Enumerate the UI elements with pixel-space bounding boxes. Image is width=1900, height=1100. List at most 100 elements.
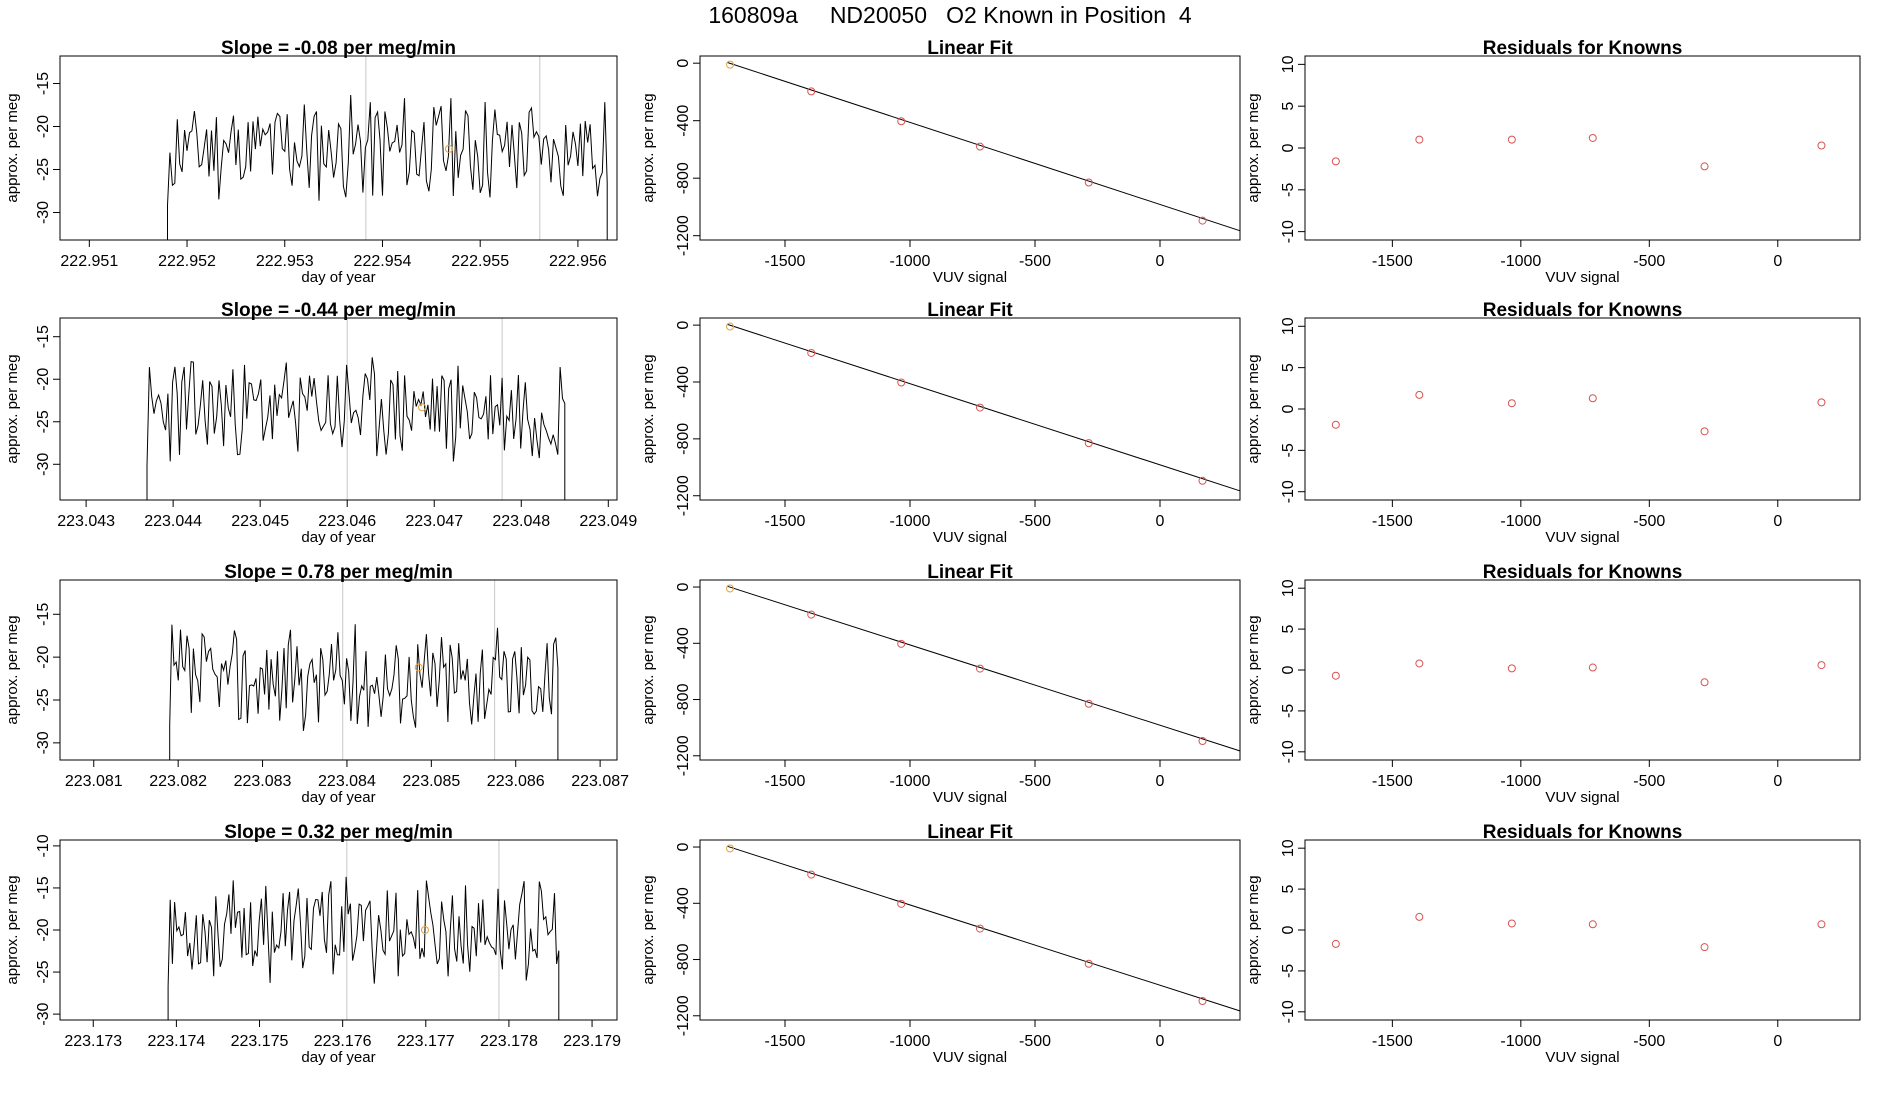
x-tick-label: 223.048 xyxy=(492,513,550,530)
residual-point xyxy=(1817,920,1826,929)
chart-residuals-row-3: Residuals for Knowns -1500 -1000 -500 0 VUV s… xyxy=(1245,562,1861,806)
x-tick-label: 223.045 xyxy=(231,513,289,530)
known-point xyxy=(418,403,427,412)
chart-fit-row-4: Linear Fit -1500 -1000 -500 0 VUV signal 0 -400… xyxy=(640,822,1241,1066)
x-axis-label: VUV signal xyxy=(1545,1049,1619,1066)
chart-title: Slope = -0.08 per meg/min xyxy=(221,38,456,59)
residual-point xyxy=(1700,162,1709,171)
y-axis-label: approx. per meg xyxy=(640,93,657,202)
chart-title: Slope = 0.78 per meg/min xyxy=(224,562,453,583)
residual-point xyxy=(1415,135,1424,144)
known-point xyxy=(444,144,453,153)
y-axis-label: approx. per meg xyxy=(640,615,657,724)
x-axis-label: VUV signal xyxy=(1545,269,1619,286)
fit-point xyxy=(807,610,816,619)
x-tick-label: -1500 xyxy=(1372,773,1413,790)
plot-frame xyxy=(1304,839,1861,1021)
residual-point xyxy=(1588,133,1597,142)
x-tick-label: -1500 xyxy=(765,1033,806,1050)
plot-area xyxy=(726,60,1240,232)
plot-area xyxy=(1331,133,1826,171)
y-tick-label: -1200 xyxy=(675,995,692,1036)
residual-point xyxy=(1817,398,1826,407)
chart-fit-row-3: Linear Fit -1500 -1000 -500 0 VUV signal 0 -400… xyxy=(640,562,1241,806)
x-tick-label: 223.176 xyxy=(314,1033,372,1050)
y-tick-label: -800 xyxy=(675,683,692,715)
x-tick-label: 223.044 xyxy=(144,513,202,530)
y-tick-label: -15 xyxy=(35,876,52,899)
x-tick-label: 0 xyxy=(1156,1033,1165,1050)
chart-title: Residuals for Knowns xyxy=(1483,300,1683,321)
y-tick-label: -30 xyxy=(35,201,52,224)
y-tick-label: -1200 xyxy=(675,215,692,256)
known-point xyxy=(414,663,423,672)
residual-point xyxy=(1700,427,1709,436)
x-tick-label: -1000 xyxy=(1500,513,1541,530)
plot-area xyxy=(726,584,1240,752)
x-tick-label: 0 xyxy=(1773,773,1782,790)
y-axis-label: approx. per meg xyxy=(1245,875,1262,984)
chart-residuals-row-4: Residuals for Knowns -1500 -1000 -500 0 VUV s… xyxy=(1245,822,1861,1066)
y-tick-label: -25 xyxy=(35,158,52,181)
residual-point xyxy=(1507,399,1516,408)
fit-line xyxy=(727,845,1240,1012)
x-tick-label: -1000 xyxy=(1500,1033,1541,1050)
x-tick-label: 223.082 xyxy=(149,773,207,790)
y-tick-label: 0 xyxy=(1280,143,1297,152)
fit-point xyxy=(807,87,816,96)
fit-point xyxy=(807,870,816,879)
known-point xyxy=(420,926,429,934)
chart-title: Linear Fit xyxy=(927,38,1013,59)
fit-line xyxy=(727,61,1240,232)
chart-timeseries-row-1: Slope = -0.08 per meg/min 222.951 222.952 2… xyxy=(4,38,618,286)
y-tick-label: 0 xyxy=(675,321,692,330)
plot-area xyxy=(1331,390,1826,436)
y-tick-label: 10 xyxy=(1280,839,1297,857)
y-tick-label: 5 xyxy=(1280,102,1297,111)
chart-title: Residuals for Knowns xyxy=(1483,562,1683,583)
fit-point xyxy=(1084,178,1093,187)
residual-point xyxy=(1415,912,1424,921)
fit-point xyxy=(897,378,906,387)
x-tick-label: -500 xyxy=(1633,513,1665,530)
y-axis-label: approx. per meg xyxy=(640,875,657,984)
y-axis-label: approx. per meg xyxy=(640,354,657,463)
y-tick-label: -20 xyxy=(35,645,52,668)
y-tick-label: 5 xyxy=(1280,885,1297,894)
residual-point xyxy=(1331,939,1340,948)
fit-point xyxy=(726,844,734,853)
plot-area xyxy=(60,840,560,1020)
y-tick-label: -30 xyxy=(35,1002,52,1025)
x-tick-label: 222.951 xyxy=(60,253,118,270)
x-tick-label: 223.086 xyxy=(487,773,545,790)
chart-residuals-row-1: Residuals for Knowns -1500 -1000 -500 0 VUV s… xyxy=(1245,38,1861,286)
x-tick-label: 222.953 xyxy=(256,253,314,270)
residual-point xyxy=(1415,390,1424,399)
plot-frame xyxy=(1304,55,1861,241)
chart-title: Linear Fit xyxy=(927,300,1013,321)
chart-fit-row-2: Linear Fit -1500 -1000 -500 0 VUV signal 0 -400… xyxy=(640,300,1241,546)
fit-point xyxy=(726,584,734,593)
y-tick-label: 0 xyxy=(675,59,692,68)
x-tick-label: 0 xyxy=(1773,253,1782,270)
fit-point xyxy=(897,117,906,126)
y-axis-label: approx. per meg xyxy=(4,875,21,984)
fit-line xyxy=(727,585,1240,752)
fit-point xyxy=(1198,216,1207,225)
x-tick-label: -1500 xyxy=(765,513,806,530)
plot-frame xyxy=(1304,317,1861,501)
x-tick-label: 0 xyxy=(1773,513,1782,530)
x-tick-label: 223.174 xyxy=(147,1033,205,1050)
x-tick-label: 223.179 xyxy=(563,1033,621,1050)
x-tick-label: 223.047 xyxy=(405,513,463,530)
residual-point xyxy=(1331,671,1340,680)
y-tick-label: -20 xyxy=(35,368,52,391)
y-tick-label: -400 xyxy=(675,366,692,398)
y-tick-label: -25 xyxy=(35,960,52,983)
x-tick-label: 223.043 xyxy=(57,513,115,530)
x-tick-label: 0 xyxy=(1156,513,1165,530)
x-tick-label: 223.173 xyxy=(64,1033,122,1050)
x-tick-label: 222.956 xyxy=(549,253,607,270)
plot-area xyxy=(1331,912,1826,952)
x-tick-label: 223.085 xyxy=(402,773,460,790)
